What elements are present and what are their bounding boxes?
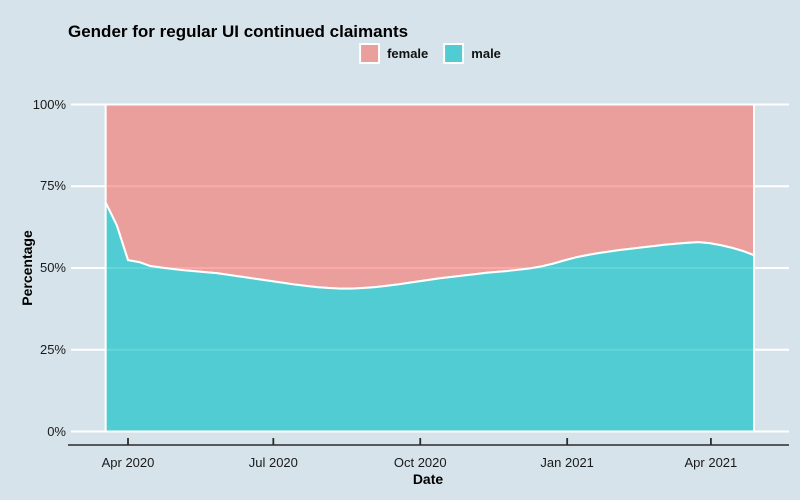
legend-swatch-male-icon xyxy=(443,43,465,64)
y-tick-label: 50% xyxy=(39,260,66,275)
legend: female male xyxy=(359,43,501,64)
x-tick-label: Apr 2020 xyxy=(101,455,155,470)
x-tick-label: Oct 2020 xyxy=(393,455,447,470)
legend-label-male: male xyxy=(471,46,501,61)
y-tick-label: 75% xyxy=(39,178,66,194)
x-tick-label: Jul 2020 xyxy=(248,455,298,470)
x-tick-label: Apr 2021 xyxy=(684,455,738,470)
y-tick-label: 0% xyxy=(47,423,66,439)
legend-swatch-female-icon xyxy=(359,43,381,64)
x-tick-label: Jan 2021 xyxy=(540,455,594,470)
legend-label-female: female xyxy=(387,46,429,61)
legend-item-female: female xyxy=(359,43,428,64)
legend-item-male: male xyxy=(443,43,501,64)
y-tick-label: 25% xyxy=(39,341,66,357)
area-male xyxy=(104,201,756,433)
y-tick-label: 100% xyxy=(32,96,66,112)
x-axis-title: Date xyxy=(412,471,444,487)
chart-title: Gender for regular UI continued claimant… xyxy=(68,22,409,41)
